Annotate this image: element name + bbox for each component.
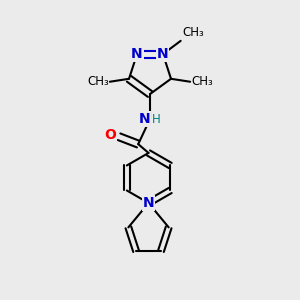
Text: O: O bbox=[104, 128, 116, 142]
Text: N: N bbox=[157, 47, 169, 61]
Text: N: N bbox=[131, 47, 143, 61]
Text: N: N bbox=[139, 112, 151, 126]
Text: CH₃: CH₃ bbox=[191, 75, 213, 88]
Text: N: N bbox=[143, 196, 154, 210]
Text: H: H bbox=[152, 112, 161, 126]
Text: CH₃: CH₃ bbox=[87, 75, 109, 88]
Text: CH₃: CH₃ bbox=[182, 26, 204, 39]
